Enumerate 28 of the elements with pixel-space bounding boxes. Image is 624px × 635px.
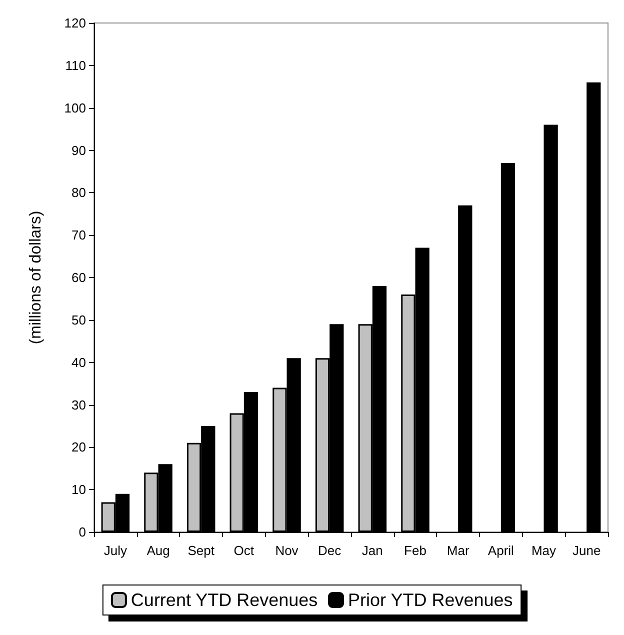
y-axis-title: (millions of dollars) [28,210,44,344]
x-tick-label: Aug [146,543,170,558]
x-tick-label: Oct [234,543,254,558]
y-tick-label: 50 [72,312,86,328]
x-tick-label: May [531,543,557,558]
y-tick-label: 60 [72,270,86,285]
y-tick-label: 70 [72,228,86,243]
x-tick-label: Mar [446,543,470,558]
y-tick-label: 80 [72,185,86,200]
y-tick-label: 90 [72,142,86,158]
x-tick-label: Sept [188,543,215,558]
y-tick-label: 0 [78,524,86,540]
x-tick-label: Feb [404,543,426,558]
y-tick-label: 110 [65,58,86,73]
x-tick-label: Jan [362,543,383,558]
x-tick-label: April [488,543,514,558]
x-tick-label: June [572,543,601,558]
y-tick-label: 20 [72,440,86,455]
x-tick-label: Nov [275,543,299,558]
x-tick-label: Dec [318,543,342,558]
y-tick-label: 120 [64,16,86,30]
y-tick-label: 100 [64,100,86,116]
legend-label: Prior YTD Revenues [348,590,513,610]
y-tick-label: 30 [72,397,86,412]
legend-label: Current YTD Revenues [130,590,318,610]
y-tick-label: 10 [72,482,86,498]
x-tick-label: July [104,543,128,558]
y-tick-label: 40 [72,354,86,370]
